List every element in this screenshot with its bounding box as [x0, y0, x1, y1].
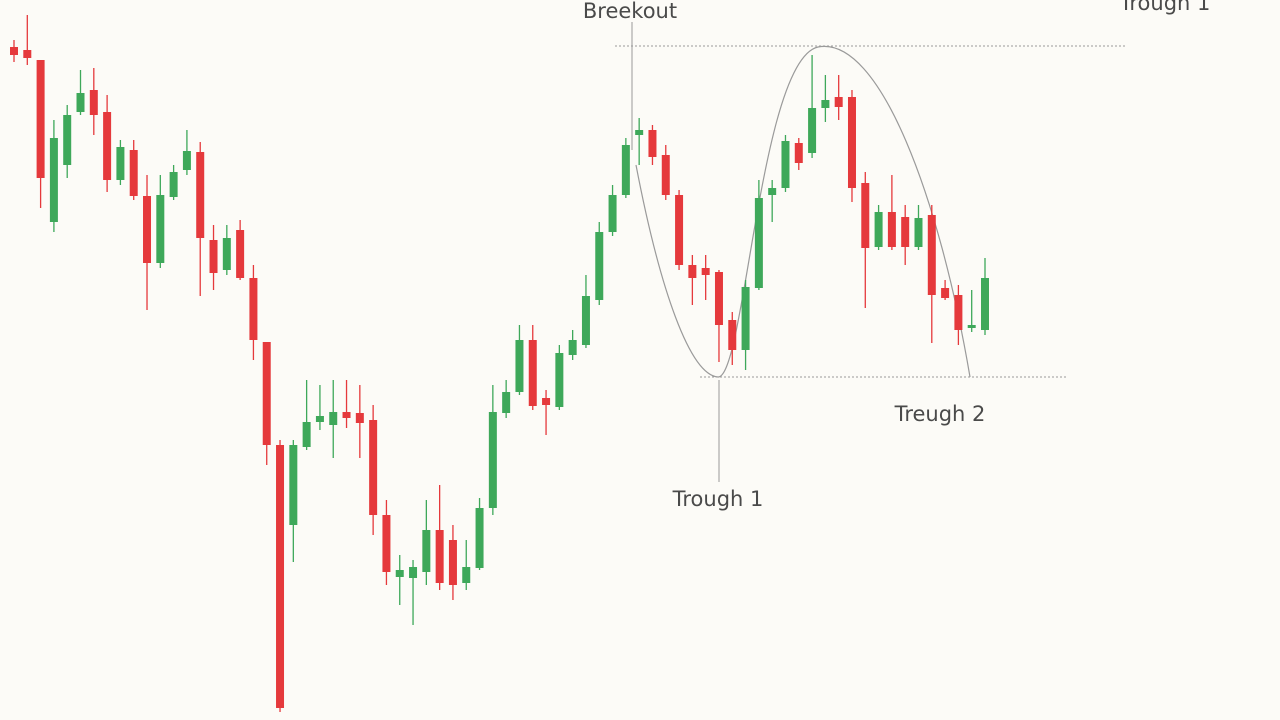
- candle-body: [648, 130, 657, 157]
- candle-body: [249, 278, 258, 340]
- candle-body: [608, 195, 617, 232]
- candle-body: [382, 515, 391, 572]
- candle-body: [728, 320, 737, 350]
- candle-body: [488, 412, 497, 508]
- candle-body: [528, 340, 537, 406]
- candle-body: [861, 183, 870, 248]
- candle-body: [462, 567, 471, 583]
- annotation: Trough 1: [672, 487, 764, 511]
- candle-body: [714, 272, 723, 325]
- candle-body: [808, 108, 817, 153]
- candle-body: [821, 100, 830, 108]
- candle-body: [156, 195, 165, 263]
- candle-body: [941, 288, 950, 298]
- candle-body: [116, 147, 125, 180]
- candle-body: [129, 150, 138, 196]
- candle-body: [754, 198, 763, 288]
- candle-body: [143, 196, 152, 263]
- pattern-overlay: [615, 22, 1125, 482]
- candles: [10, 15, 989, 712]
- candle-body: [794, 143, 803, 163]
- candle-body: [262, 342, 271, 445]
- annotation: Trough 1: [1119, 0, 1211, 15]
- candle-body: [222, 238, 231, 270]
- candle-body: [63, 115, 72, 165]
- candle-body: [395, 570, 404, 577]
- candle-body: [847, 97, 856, 188]
- candle-body: [196, 152, 205, 238]
- candle-body: [887, 212, 896, 247]
- candle-body: [89, 90, 98, 115]
- candle-body: [23, 50, 32, 58]
- candle-body: [302, 422, 311, 447]
- candle-body: [768, 188, 777, 195]
- candle-body: [103, 112, 112, 180]
- candle-body: [409, 567, 418, 578]
- candle-body: [781, 141, 790, 188]
- candle-body: [595, 232, 604, 300]
- candle-body: [927, 215, 936, 295]
- candle-body: [329, 412, 338, 425]
- candle-body: [568, 340, 577, 355]
- candle-body: [502, 392, 511, 413]
- candle-body: [741, 287, 750, 350]
- candle-body: [10, 47, 18, 55]
- candle-body: [901, 217, 910, 247]
- candle-body: [369, 420, 378, 515]
- candle-body: [355, 413, 364, 423]
- candle-body: [688, 265, 697, 278]
- candle-body: [981, 278, 989, 330]
- candle-body: [555, 353, 564, 407]
- candle-body: [581, 296, 590, 345]
- annotation: Breekout: [583, 0, 677, 23]
- candle-body: [448, 540, 457, 585]
- annotation: Treugh 2: [894, 402, 986, 426]
- candle-body: [834, 97, 843, 107]
- candle-body: [701, 268, 710, 275]
- candle-body: [635, 130, 644, 135]
- candle-body: [675, 195, 684, 265]
- pattern-curve: [635, 45, 971, 378]
- candle-body: [954, 295, 963, 330]
- candle-body: [967, 325, 976, 328]
- candle-body: [422, 530, 431, 572]
- candle-body: [315, 416, 324, 422]
- candle-body: [36, 60, 45, 178]
- candle-body: [475, 508, 484, 568]
- candle-body: [914, 218, 923, 247]
- candle-body: [169, 172, 178, 197]
- candle-body: [289, 445, 298, 525]
- candle-body: [515, 340, 524, 392]
- candle-body: [342, 412, 351, 418]
- candle-body: [182, 151, 191, 170]
- candle-body: [209, 240, 218, 273]
- candle-body: [49, 138, 58, 222]
- candle-body: [276, 445, 285, 708]
- candle-body: [661, 155, 670, 195]
- candle-body: [435, 530, 444, 583]
- candle-body: [76, 93, 85, 112]
- candle-body: [236, 230, 245, 278]
- candle-body: [542, 398, 551, 405]
- candle-body: [874, 212, 883, 247]
- candle-body: [621, 145, 630, 195]
